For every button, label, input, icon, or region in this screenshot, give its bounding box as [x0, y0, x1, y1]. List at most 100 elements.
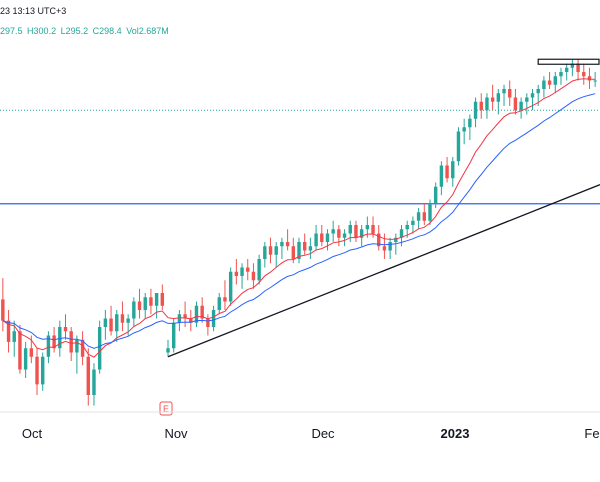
candle-body	[200, 305, 204, 319]
level-layer	[0, 109, 600, 205]
candle	[297, 237, 301, 264]
ohlc-volume: Vol2.687M	[126, 26, 169, 36]
candle-body	[149, 297, 153, 306]
candle	[97, 320, 102, 374]
candle-body	[485, 97, 489, 111]
candle	[473, 97, 478, 128]
candle	[223, 280, 227, 310]
x-tick-label: Dec	[311, 426, 335, 441]
candle	[285, 229, 290, 251]
candle	[451, 157, 455, 187]
candle	[194, 301, 199, 327]
candle	[314, 225, 318, 251]
candle-body	[80, 339, 85, 357]
candle	[570, 59, 575, 77]
candle-body	[399, 229, 404, 238]
candle-body	[320, 233, 324, 242]
candle-body	[6, 320, 11, 342]
candle	[240, 263, 244, 289]
candle	[388, 237, 392, 259]
candle-body	[302, 242, 307, 251]
candle-body	[75, 339, 79, 353]
candle-body	[587, 76, 592, 81]
candle-body	[251, 271, 256, 281]
candle-body	[314, 233, 318, 247]
x-tick-label: Oct	[22, 426, 43, 441]
candle-body	[143, 297, 147, 310]
candle	[530, 89, 535, 111]
candle	[308, 237, 313, 259]
candle-body	[46, 335, 51, 357]
candle-body	[160, 293, 165, 306]
candle	[189, 310, 193, 332]
ema-slow-line	[2, 93, 596, 349]
candle	[171, 318, 176, 353]
candle-body	[479, 101, 483, 111]
candle-body	[291, 246, 296, 259]
candle	[75, 335, 79, 374]
candle-body	[382, 246, 387, 251]
candle-body	[570, 63, 575, 68]
candle	[228, 267, 233, 306]
candle	[109, 305, 113, 336]
candle	[445, 157, 449, 183]
candle-body	[468, 118, 472, 128]
candle-body	[445, 165, 449, 179]
candle	[553, 72, 557, 94]
candle-body	[228, 271, 233, 302]
candle	[496, 89, 501, 115]
candle	[251, 263, 256, 289]
candle-body	[553, 76, 557, 85]
candle-body	[280, 242, 284, 247]
candle-body	[582, 72, 586, 77]
candle	[143, 293, 147, 319]
candle	[291, 237, 296, 264]
candle	[92, 363, 96, 406]
ohlc-open: 297.5	[0, 26, 23, 36]
candle	[103, 310, 108, 340]
candle-body	[137, 301, 142, 310]
candle	[1, 278, 5, 332]
candle-body	[342, 233, 347, 238]
candle	[211, 305, 216, 332]
candle-body	[428, 203, 432, 221]
ohlc-high: H300.2	[27, 26, 57, 36]
candle	[80, 331, 85, 366]
candle	[342, 229, 347, 247]
candle-body	[115, 314, 119, 332]
candle	[547, 72, 552, 89]
candle-body	[536, 89, 540, 94]
candle	[354, 220, 358, 242]
candle-body	[166, 348, 170, 353]
candle-body	[268, 246, 273, 255]
candle	[428, 199, 432, 225]
candle-body	[29, 348, 34, 357]
candle	[302, 233, 307, 255]
candle	[502, 84, 506, 106]
candle-body	[547, 80, 552, 85]
candle-body	[1, 299, 5, 321]
candle	[490, 84, 495, 111]
candle-body	[490, 97, 495, 102]
candle-body	[337, 229, 341, 238]
candle-body	[86, 356, 90, 395]
candle	[462, 118, 466, 145]
ohlc-close: C298.4	[92, 26, 122, 36]
candle-layer	[1, 59, 597, 406]
candle-body	[12, 331, 16, 342]
candle	[348, 220, 352, 242]
earnings-badge-label: E	[163, 404, 169, 414]
candle	[416, 208, 421, 230]
candle	[508, 80, 512, 106]
ema-fast-line	[2, 78, 596, 358]
candle	[35, 348, 39, 395]
candle-body	[183, 314, 187, 319]
candle	[120, 301, 125, 332]
candle-body	[69, 331, 73, 353]
candle-body	[41, 356, 45, 385]
candle-body	[354, 225, 358, 238]
candle	[41, 352, 45, 391]
ohlc-low: L295.2	[60, 26, 89, 36]
